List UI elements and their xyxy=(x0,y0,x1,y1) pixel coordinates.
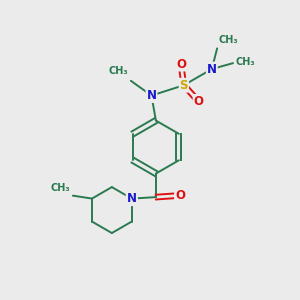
Text: O: O xyxy=(176,58,186,70)
Text: CH₃: CH₃ xyxy=(236,57,256,67)
Text: O: O xyxy=(175,189,185,202)
Text: CH₃: CH₃ xyxy=(219,35,238,45)
Text: O: O xyxy=(194,95,204,108)
Text: N: N xyxy=(127,192,137,205)
Text: N: N xyxy=(146,89,157,102)
Text: S: S xyxy=(180,79,188,92)
Text: N: N xyxy=(127,192,137,205)
Text: CH₃: CH₃ xyxy=(50,183,70,193)
Text: N: N xyxy=(207,62,217,76)
Text: CH₃: CH₃ xyxy=(108,65,128,76)
